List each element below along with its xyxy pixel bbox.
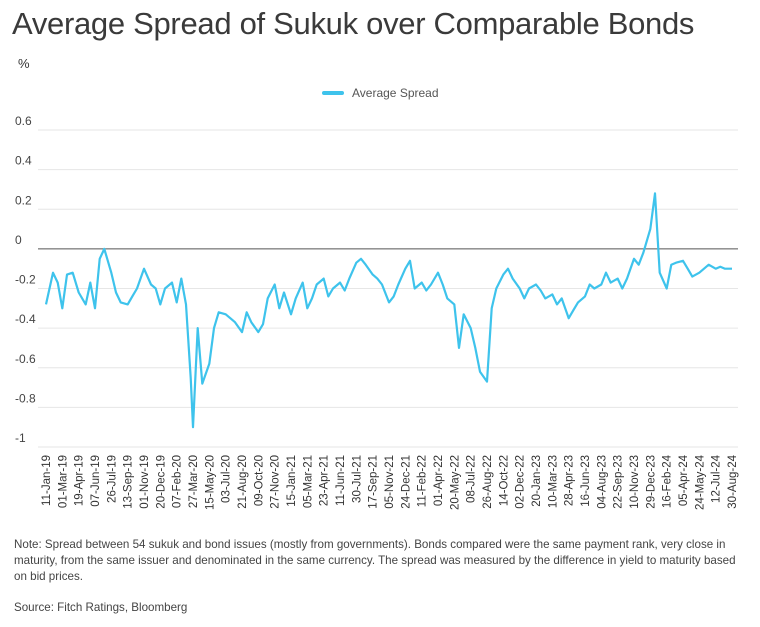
legend-label: Average Spread bbox=[352, 86, 439, 100]
legend-swatch bbox=[322, 91, 344, 95]
x-tick-label: 04-Aug-23 bbox=[596, 455, 608, 509]
x-tick-label: 11-Feb-22 bbox=[417, 455, 429, 507]
x-tick-label: 10-Mar-23 bbox=[547, 455, 559, 508]
x-tick-label: 22-Sep-23 bbox=[613, 455, 625, 509]
x-tick-label: 20-Dec-19 bbox=[155, 455, 167, 509]
x-tick-label: 07-Jun-19 bbox=[90, 455, 102, 507]
x-tick-label: 27-Nov-20 bbox=[270, 455, 282, 509]
x-tick-label: 11-Jan-19 bbox=[41, 455, 53, 506]
x-tick-label: 15-Jan-21 bbox=[286, 455, 298, 507]
x-tick-label: 23-Apr-21 bbox=[319, 455, 331, 506]
x-tick-label: 28-Apr-23 bbox=[564, 455, 576, 506]
chart-note: Note: Spread between 54 sukuk and bond i… bbox=[14, 538, 736, 583]
x-tick-label: 26-Aug-22 bbox=[482, 455, 494, 509]
x-tick-label: 30-Jul-21 bbox=[351, 455, 363, 503]
x-tick-label: 26-Jul-19 bbox=[106, 455, 118, 503]
x-tick-label: 24-Dec-21 bbox=[400, 455, 412, 509]
x-tick-label: 30-Aug-24 bbox=[727, 454, 739, 508]
y-tick-label: 0.2 bbox=[15, 193, 32, 207]
x-tick-label: 05-Nov-21 bbox=[384, 455, 396, 509]
y-tick-label: 0.4 bbox=[15, 154, 32, 168]
y-tick-label: -0.2 bbox=[15, 273, 36, 287]
x-tick-labels: 11-Jan-19 01-Mar-19 19-Apr-19 07-Jun-19 26-J… bbox=[41, 454, 739, 510]
x-tick-label: 15-May-20 bbox=[204, 455, 216, 510]
x-tick-label: 01-Mar-19 bbox=[57, 455, 69, 508]
y-tick-label: -0.4 bbox=[15, 312, 36, 326]
x-tick-label: 05-Apr-24 bbox=[678, 454, 690, 506]
legend: Average Spread bbox=[322, 86, 439, 100]
chart-title: Average Spread of Sukuk over Comparable … bbox=[12, 6, 695, 41]
y-tick-label: 0 bbox=[15, 233, 22, 247]
grid-lines bbox=[38, 129, 738, 448]
x-tick-label: 17-Sep-21 bbox=[368, 455, 380, 509]
x-tick-label: 20-May-22 bbox=[449, 455, 461, 510]
x-tick-label: 09-Oct-20 bbox=[253, 455, 265, 506]
x-tick-label: 27-Mar-20 bbox=[188, 455, 200, 508]
x-tick-label: 05-Mar-21 bbox=[302, 455, 314, 508]
y-tick-label: -0.6 bbox=[15, 352, 36, 366]
series-line-average-spread bbox=[44, 192, 732, 429]
x-tick-label: 13-Sep-19 bbox=[123, 455, 135, 509]
y-axis-unit: % bbox=[18, 56, 30, 71]
x-tick-label: 02-Dec-22 bbox=[515, 455, 527, 509]
chart-source: Source: Fitch Ratings, Bloomberg bbox=[14, 601, 188, 614]
x-tick-label: 14-Oct-22 bbox=[498, 455, 510, 506]
x-tick-label: 16-Jun-23 bbox=[580, 455, 592, 507]
x-tick-label: 20-Jan-23 bbox=[531, 455, 543, 507]
x-tick-label: 01-Nov-19 bbox=[139, 455, 151, 509]
x-tick-label: 24-May-24 bbox=[694, 454, 706, 510]
x-tick-label: 19-Apr-19 bbox=[74, 455, 86, 506]
y-tick-label: 0.6 bbox=[15, 114, 32, 128]
x-tick-label: 11-Jun-21 bbox=[335, 455, 347, 506]
x-tick-label: 21-Aug-20 bbox=[237, 455, 249, 509]
x-tick-label: 16-Feb-24 bbox=[662, 454, 674, 508]
line-chart: 0.6 0.4 0.2 0 -0.2 -0.4 -0.6 -0.8 -1 11-Jan-19 01… bbox=[15, 114, 739, 510]
x-tick-label: 07-Feb-20 bbox=[172, 455, 184, 508]
y-tick-labels: 0.6 0.4 0.2 0 -0.2 -0.4 -0.6 -0.8 -1 bbox=[15, 114, 36, 445]
x-tick-label: 03-Jul-20 bbox=[221, 455, 233, 503]
x-tick-label: 01-Apr-22 bbox=[433, 455, 445, 506]
x-tick-label: 10-Nov-23 bbox=[629, 455, 641, 509]
series-layer bbox=[44, 192, 732, 429]
x-tick-label: 29-Dec-23 bbox=[645, 455, 657, 509]
y-tick-label: -0.8 bbox=[15, 391, 36, 405]
y-tick-label: -1 bbox=[15, 431, 26, 445]
x-tick-label: 12-Jul-24 bbox=[711, 454, 723, 503]
x-tick-label: 08-Jul-22 bbox=[466, 455, 478, 503]
